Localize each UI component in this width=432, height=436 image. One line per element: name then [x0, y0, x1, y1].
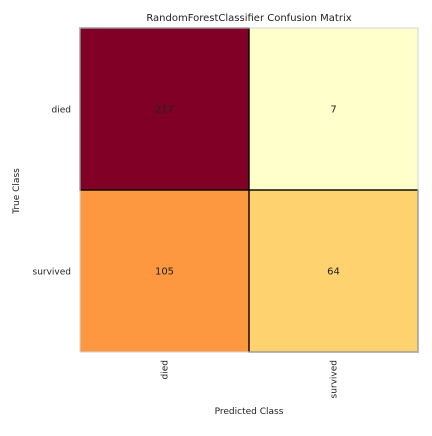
matrix-cell-died-died [80, 28, 249, 190]
x-tick-label-survived: survived [330, 360, 340, 399]
plot-frame [79, 27, 419, 353]
matrix-cells [80, 28, 418, 352]
y-tick-labels: died survived [33, 106, 72, 278]
cell-value-labels: 217 7 105 64 [155, 105, 340, 278]
chart-title: RandomForestClassifier Confusion Matrix [146, 13, 351, 24]
cell-value-died-died: 217 [155, 105, 174, 116]
y-tick-label-died: died [52, 106, 71, 116]
y-axis-label: True Class [12, 168, 22, 215]
cell-value-survived-died: 105 [155, 267, 174, 278]
x-axis-label: Predicted Class [215, 407, 284, 417]
x-tick-labels: died survived [161, 360, 340, 399]
matrix-cell-survived-died [80, 190, 249, 352]
y-tick-label-survived: survived [33, 268, 72, 278]
x-tick-label-died: died [161, 360, 171, 379]
cell-value-survived-survived: 64 [327, 267, 340, 278]
cell-value-died-survived: 7 [330, 105, 336, 116]
matrix-cell-died-survived [249, 28, 418, 190]
matrix-cell-survived-survived [249, 190, 418, 352]
